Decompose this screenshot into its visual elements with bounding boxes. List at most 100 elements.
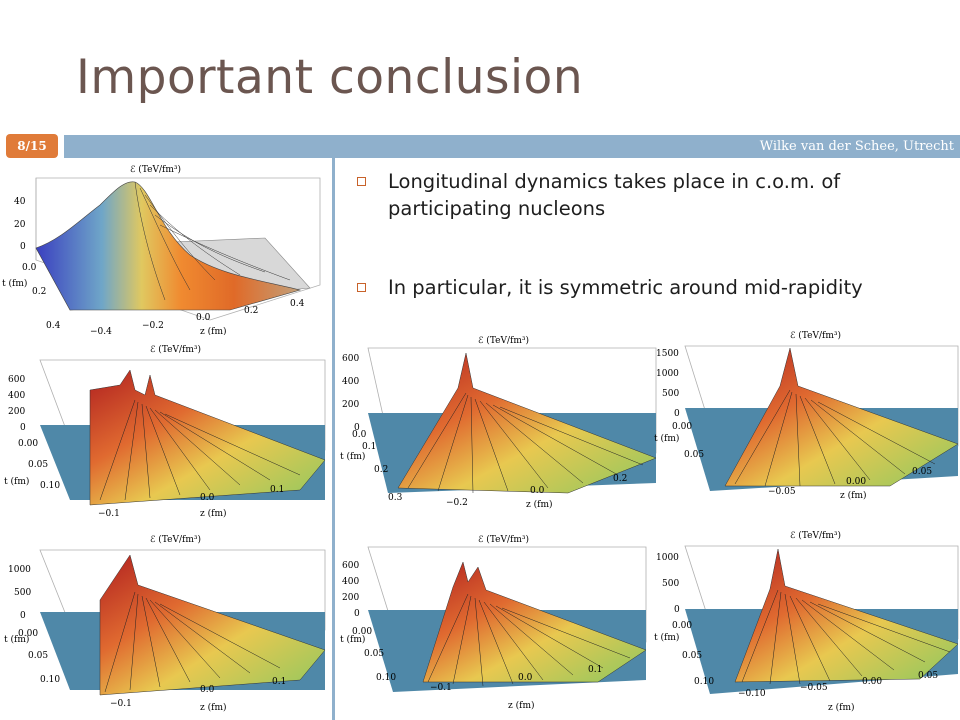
plot-energy-density-3: ℰ (TeV/fm³) 1000 500 0 0.00 t (fm) 0.05 …	[4, 534, 326, 713]
z-axis-label: ℰ (TeV/fm³)	[790, 530, 841, 541]
x-tick: −0.10	[738, 689, 766, 699]
x-tick: −0.05	[800, 683, 828, 693]
x-tick: 0.4	[290, 299, 305, 309]
x-tick: −0.2	[142, 321, 164, 331]
plot-energy-density-4: ℰ (TeV/fm³) 600 400 200 0 0.0 0.1 t (fm)…	[340, 335, 657, 510]
column-divider	[332, 158, 335, 720]
z-tick: 500	[662, 389, 679, 399]
x-axis-label: z (fm)	[200, 508, 227, 519]
z-tick: 1000	[8, 565, 31, 575]
x-tick: 0.00	[846, 477, 866, 487]
z-tick: 600	[342, 354, 359, 364]
t-tick: 0.00	[18, 629, 38, 639]
x-axis-label: z (fm)	[508, 700, 535, 711]
t-tick: 0.1	[362, 442, 376, 452]
z-tick: 400	[342, 577, 359, 587]
x-tick: 0.2	[613, 474, 627, 484]
x-tick: 0.05	[918, 671, 938, 681]
t-tick: 0.05	[364, 649, 384, 659]
z-tick: 0	[674, 605, 680, 615]
t-axis-label: t (fm)	[340, 634, 365, 645]
x-axis-label: z (fm)	[840, 490, 867, 501]
footer-author: Wilke van der Schee, Utrecht	[759, 139, 954, 154]
x-tick: −0.05	[768, 487, 796, 497]
t-tick: 0.00	[672, 422, 692, 432]
z-axis-label: ℰ (TeV/fm³)	[130, 164, 181, 175]
t-tick: 0.0	[22, 263, 37, 273]
x-tick: 0.0	[530, 486, 545, 496]
t-tick: 0.4	[46, 321, 61, 331]
z-tick: 20	[14, 220, 26, 230]
t-tick: 0.00	[672, 621, 692, 631]
square-bullet-icon	[357, 177, 366, 186]
z-tick: 500	[14, 588, 31, 598]
z-tick: 0	[354, 423, 360, 433]
z-tick: 600	[8, 375, 25, 385]
page-number: 8/15	[17, 139, 47, 153]
x-tick: 0.0	[196, 313, 211, 323]
z-axis-label: ℰ (TeV/fm³)	[150, 344, 201, 355]
z-tick: 1000	[656, 369, 679, 379]
bullet-text: In particular, it is symmetric around mi…	[388, 276, 863, 299]
z-tick: 500	[662, 579, 679, 589]
plot-energy-density-1: ℰ (TeV/fm³) 40 20 0 0.0 t (fm) 0.2 0.4 −…	[2, 164, 321, 335]
bullet-item: Longitudinal dynamics takes place in c.o…	[350, 168, 950, 222]
z-tick: 200	[8, 407, 25, 417]
x-axis-label: z (fm)	[200, 326, 227, 335]
z-tick: 200	[342, 593, 359, 603]
x-axis-label: z (fm)	[526, 499, 553, 510]
x-tick: −0.1	[110, 699, 132, 709]
bullet-item: In particular, it is symmetric around mi…	[350, 274, 950, 301]
square-bullet-icon	[357, 283, 366, 292]
t-axis-label: t (fm)	[2, 278, 27, 289]
z-axis-label: ℰ (TeV/fm³)	[478, 534, 529, 545]
t-tick: 0.3	[388, 493, 403, 503]
x-axis-label: z (fm)	[200, 702, 227, 713]
x-tick: 0.1	[270, 485, 284, 495]
header-bar: Wilke van der Schee, Utrecht	[64, 135, 960, 158]
x-tick: 0.00	[862, 677, 882, 687]
t-tick: 0.00	[352, 627, 372, 637]
x-tick: 0.0	[200, 493, 215, 503]
z-tick: 0	[674, 409, 680, 419]
z-axis-label: ℰ (TeV/fm³)	[150, 534, 201, 545]
bullet-text: Longitudinal dynamics takes place in c.o…	[388, 170, 841, 220]
t-tick: 0.10	[376, 673, 396, 683]
t-tick: 0.05	[684, 450, 704, 460]
t-axis-label: t (fm)	[4, 634, 29, 645]
slide-title: Important conclusion	[76, 50, 584, 105]
t-tick: 0.2	[374, 465, 388, 475]
x-tick: 0.0	[200, 685, 215, 695]
x-tick: −0.2	[446, 498, 468, 508]
z-tick: 1500	[656, 349, 679, 359]
x-tick: 0.1	[588, 665, 602, 675]
t-tick: 0.05	[28, 651, 48, 661]
t-axis-label: t (fm)	[4, 476, 29, 487]
z-tick: 400	[342, 377, 359, 387]
z-tick: 1000	[656, 553, 679, 563]
plot-energy-density-6: ℰ (TeV/fm³) 600 400 200 0 0.00 t (fm) 0.…	[340, 534, 647, 711]
x-tick: 0.05	[912, 467, 932, 477]
z-tick: 0	[20, 423, 26, 433]
x-tick: 0.0	[518, 673, 533, 683]
plot-energy-density-2: ℰ (TeV/fm³) 600 400 200 0 0.00 0.05 t (f…	[4, 344, 326, 519]
t-tick: 0.05	[28, 460, 48, 470]
x-tick: 0.2	[244, 306, 258, 316]
t-tick: 0.05	[682, 651, 702, 661]
plot-energy-density-5: ℰ (TeV/fm³) 1500 1000 500 0 0.00 t (fm) …	[654, 330, 959, 501]
t-tick: 0.10	[694, 677, 714, 687]
page-number-badge: 8/15	[6, 134, 58, 158]
z-tick: 200	[342, 400, 359, 410]
z-tick: 600	[342, 561, 359, 571]
t-tick: 0.10	[40, 675, 60, 685]
t-axis-label: t (fm)	[654, 632, 679, 643]
t-tick: 0.2	[32, 287, 46, 297]
plot-energy-density-7: ℰ (TeV/fm³) 1000 500 0 0.00 t (fm) 0.05 …	[654, 530, 959, 713]
x-axis-label: z (fm)	[828, 702, 855, 713]
t-tick: 0.00	[18, 439, 38, 449]
z-tick: 40	[14, 197, 26, 207]
t-tick: 0.10	[40, 481, 60, 491]
x-tick: −0.1	[430, 683, 452, 693]
t-axis-label: t (fm)	[654, 433, 679, 444]
x-tick: 0.1	[272, 677, 286, 687]
